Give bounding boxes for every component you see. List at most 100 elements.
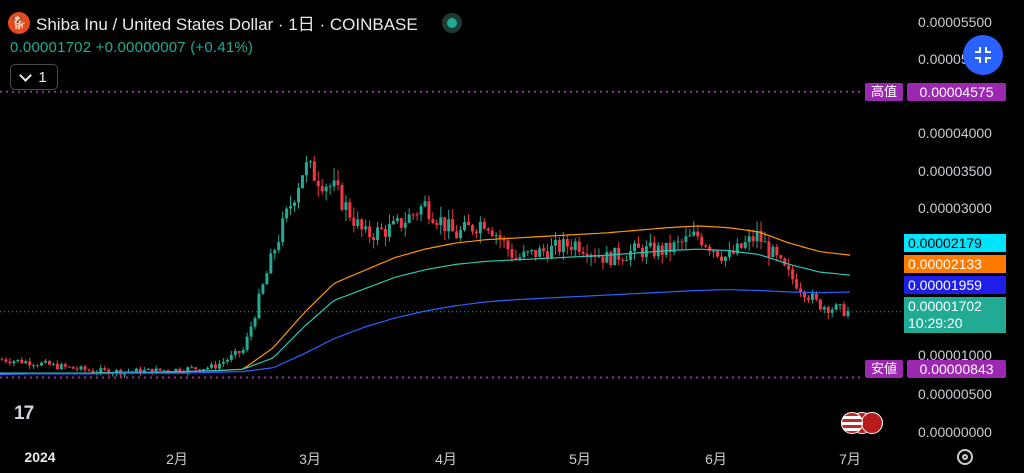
candle-body [289, 205, 293, 209]
gear-icon[interactable] [957, 449, 973, 465]
candle-body [846, 310, 850, 316]
price-change: +0.00000007 [95, 39, 186, 56]
candle-body [376, 227, 380, 241]
candle-body [542, 248, 546, 252]
candle-body [830, 309, 834, 313]
y-tick-label: 0.00000000 [918, 424, 992, 440]
tradingview-logo-icon: 17 [14, 403, 34, 424]
candle-body [609, 252, 613, 266]
candle-body [723, 256, 727, 261]
candle-body [229, 354, 233, 360]
candle-body [818, 299, 822, 310]
candle-body [838, 304, 842, 306]
low-label: 安値 [865, 360, 903, 378]
candle-body [763, 241, 767, 243]
candle-body [842, 304, 846, 316]
candle-body [364, 226, 368, 230]
candle-body [538, 248, 542, 257]
candle-body [194, 367, 198, 370]
high-value-tag: 0.00004575 [907, 83, 1006, 101]
candle-body [708, 246, 712, 251]
candle-body [273, 250, 277, 254]
candle-body [427, 201, 431, 220]
candle-body [526, 251, 530, 253]
candle-body [664, 242, 668, 255]
candle-body [300, 175, 304, 189]
candle-body [277, 242, 281, 251]
candle-body [486, 228, 490, 231]
candle-body [534, 249, 538, 257]
collapse-fullscreen-button[interactable] [963, 35, 1003, 75]
candle-body [506, 240, 510, 250]
candle-body [186, 367, 190, 373]
candle-body [178, 368, 182, 373]
candle-body [221, 361, 225, 364]
candle-body [59, 364, 63, 370]
candle-body [814, 293, 818, 300]
candle-body [767, 241, 771, 257]
candle-body [629, 251, 633, 261]
candle-body [597, 256, 601, 258]
candle-body [162, 370, 166, 372]
x-tick-label: 4月 [435, 451, 457, 467]
candle-body [826, 307, 830, 313]
candle-body [380, 227, 384, 229]
shiba-inu-logo-icon: 🐕 [8, 11, 30, 34]
candle-body [605, 252, 609, 263]
candle-body [146, 368, 150, 371]
candle-body [795, 279, 799, 289]
candle-body [304, 162, 308, 176]
candle-body [198, 369, 202, 371]
candle-body [581, 251, 585, 254]
indicator-collapse-toggle[interactable]: 1 [10, 64, 58, 90]
candle-body [822, 307, 826, 310]
candle-body [522, 251, 526, 258]
us-flag-icon[interactable] [841, 412, 863, 434]
candle-body [142, 370, 146, 374]
candle-body [213, 364, 217, 369]
chevron-down-icon [19, 68, 33, 82]
candle-body [684, 236, 688, 242]
candle-body [676, 241, 680, 243]
candle-body [743, 242, 747, 248]
event-flag-icon[interactable] [861, 412, 883, 434]
candle-body [241, 350, 245, 354]
candle-body [692, 231, 696, 236]
candle-body [478, 221, 482, 234]
candle-body [134, 368, 138, 372]
candle-body [470, 225, 474, 232]
ma-mid-line [0, 248, 851, 374]
candle-body [28, 361, 32, 366]
candle-body [419, 206, 423, 215]
current-price: 0.00001702 [10, 39, 92, 56]
candle-body [759, 230, 763, 242]
candle-body [423, 201, 427, 207]
candle-body [47, 361, 51, 365]
candle-body [561, 239, 565, 252]
candle-body [546, 251, 550, 259]
candle-body [32, 365, 36, 367]
symbol-header[interactable]: 🐕 Shiba Inu / United States Dollar · 1日 … [8, 10, 462, 35]
candle-body [550, 245, 554, 259]
candle-body [668, 242, 672, 253]
low-value-tag: 0.00000843 [907, 360, 1006, 378]
candle-body [783, 258, 787, 266]
candle-body [103, 368, 107, 370]
candle-body [751, 236, 755, 242]
candle-body [672, 242, 676, 253]
candle-body [348, 202, 352, 218]
candle-body [352, 217, 356, 226]
candle-body [360, 219, 364, 230]
candle-body [154, 368, 158, 374]
candle-body [36, 365, 40, 367]
candle-body [316, 180, 320, 187]
candle-body [324, 186, 328, 192]
candle-body [320, 186, 324, 192]
candle-body [4, 359, 8, 362]
candle-body [67, 366, 71, 368]
candle-body [356, 219, 360, 226]
market-status-icon[interactable] [441, 12, 462, 33]
event-flags[interactable] [841, 412, 883, 434]
candle-body [719, 256, 723, 261]
